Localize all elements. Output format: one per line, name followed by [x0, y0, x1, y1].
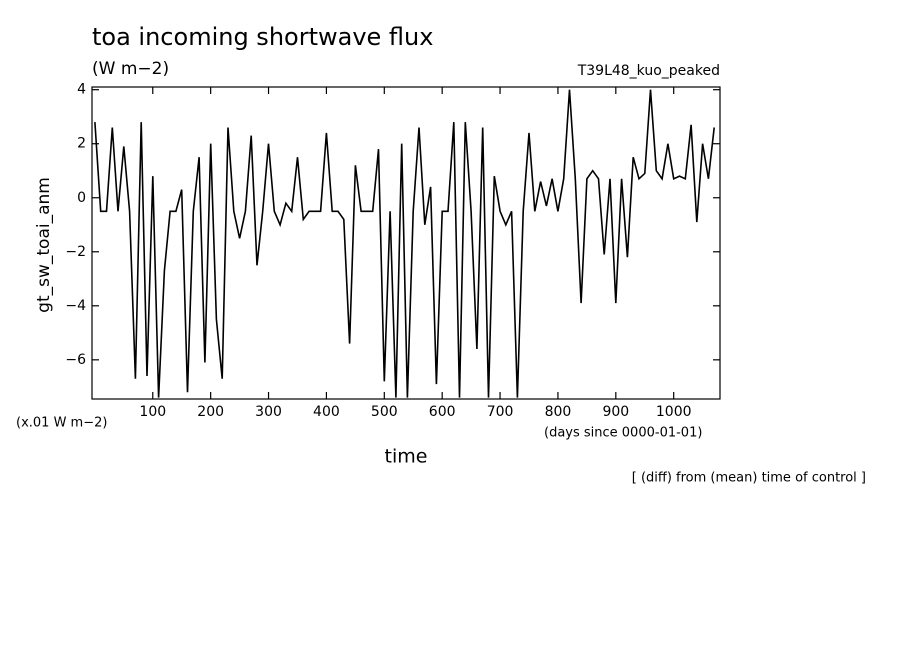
y-tick-label: −6: [65, 352, 86, 368]
plot-frame: [91, 86, 721, 400]
x-tick-label: 600: [429, 404, 456, 420]
x-tick-label: 1000: [656, 404, 692, 420]
data-line: [94, 89, 715, 398]
y-tick-label: 4: [77, 82, 86, 98]
x-tick-label: 700: [487, 404, 514, 420]
y-tick-label: 0: [77, 190, 86, 206]
x-tick-label: 200: [197, 404, 224, 420]
note: [ (diff) from (mean) time of control ]: [632, 471, 866, 486]
y-tick-label: −2: [65, 244, 86, 260]
chart-title: toa incoming shortwave flux: [92, 23, 433, 51]
x-tick-label: 100: [139, 404, 166, 420]
y-units: (x.01 W m−2): [16, 416, 107, 431]
x-tick-label: 500: [371, 404, 398, 420]
x-tick-label: 900: [602, 404, 629, 420]
x-tick-label: 400: [313, 404, 340, 420]
y-label: gt_sw_toai_anm: [34, 177, 54, 313]
x-label: time: [385, 446, 428, 468]
x-tick-label: 800: [545, 404, 572, 420]
x-tick-label: 300: [255, 404, 282, 420]
y-tick-label: 2: [77, 136, 86, 152]
units: (W m−2): [92, 59, 169, 79]
y-tick-label: −4: [65, 298, 86, 314]
subtitle: T39L48_kuo_peaked: [577, 63, 720, 79]
x-units: (days since 0000-01-01): [544, 426, 702, 441]
